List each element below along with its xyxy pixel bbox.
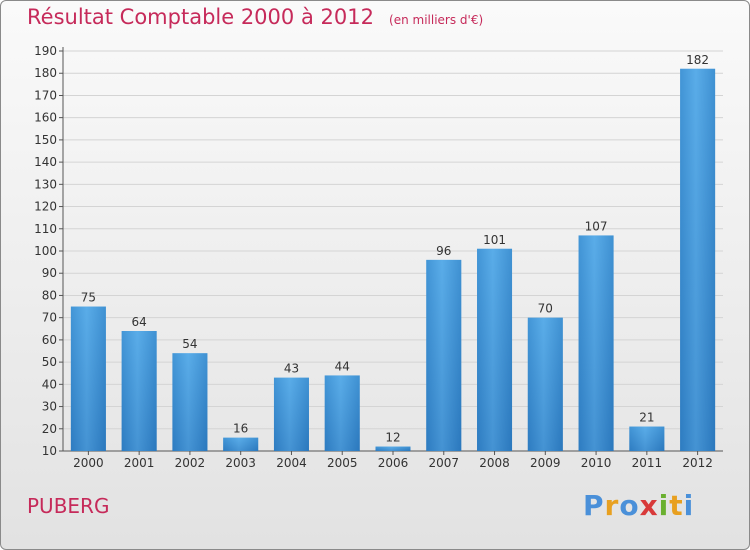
x-tick-label-2011: 2011 bbox=[632, 456, 663, 470]
x-tick-label-2003: 2003 bbox=[225, 456, 256, 470]
y-tick-label: 10 bbox=[42, 444, 57, 458]
value-label-2004: 43 bbox=[284, 362, 299, 376]
chart-title-main: Résultat Comptable 2000 à 2012 bbox=[27, 5, 374, 29]
value-label-2009: 70 bbox=[538, 302, 553, 316]
y-tick-label: 50 bbox=[42, 355, 57, 369]
x-tick-label-2009: 2009 bbox=[530, 456, 561, 470]
logo-letter: i bbox=[683, 489, 695, 522]
x-tick-label-2005: 2005 bbox=[327, 456, 358, 470]
bar-shade-2000 bbox=[70, 306, 106, 451]
bar-shade-2004 bbox=[273, 377, 309, 451]
y-tick-label: 180 bbox=[34, 66, 57, 80]
value-label-2010: 107 bbox=[585, 219, 608, 233]
value-label-2006: 12 bbox=[385, 431, 400, 445]
bar-shade-2002 bbox=[172, 353, 208, 451]
value-label-2012: 182 bbox=[686, 53, 709, 67]
y-tick-label: 120 bbox=[34, 200, 57, 214]
logo-letter: o bbox=[619, 489, 640, 522]
x-tick-label-2010: 2010 bbox=[581, 456, 612, 470]
grid-lines bbox=[63, 50, 723, 452]
y-tick-label: 20 bbox=[42, 422, 57, 436]
value-label-2008: 101 bbox=[483, 233, 506, 247]
x-tick-label-2006: 2006 bbox=[378, 456, 409, 470]
value-label-2005: 44 bbox=[335, 359, 350, 373]
logo-letter: t bbox=[669, 489, 684, 522]
chart-title: Résultat Comptable 2000 à 2012 (en milli… bbox=[27, 5, 483, 29]
value-label-2002: 54 bbox=[182, 337, 197, 351]
bar-shade-2007 bbox=[426, 259, 462, 451]
bar-shade-2001 bbox=[121, 331, 157, 451]
x-tick-label-2008: 2008 bbox=[479, 456, 510, 470]
bar-shade-2012 bbox=[680, 68, 716, 452]
y-tick-label: 40 bbox=[42, 377, 57, 391]
logo-letter: r bbox=[604, 489, 620, 522]
y-tick-label: 80 bbox=[42, 288, 57, 302]
logo-letter: i bbox=[658, 489, 670, 522]
labels: 10 20 30 40 50 60 70 80 90 100 110 120 130 140 150 160 1… bbox=[34, 44, 713, 470]
commune-name: PUBERG bbox=[27, 494, 110, 518]
value-label-2001: 64 bbox=[132, 315, 147, 329]
logo-letter: P bbox=[583, 489, 605, 522]
y-tick-label: 190 bbox=[34, 44, 57, 58]
y-tick-label: 60 bbox=[42, 333, 57, 347]
y-tick-label: 90 bbox=[42, 266, 57, 280]
value-label-2007: 96 bbox=[436, 244, 451, 258]
y-tick-label: 140 bbox=[34, 155, 57, 169]
bar-shade-2003 bbox=[223, 437, 259, 451]
bar-shade-2011 bbox=[629, 426, 665, 451]
y-tick-label: 130 bbox=[34, 177, 57, 191]
bar-shade-2008 bbox=[477, 248, 513, 451]
value-label-2003: 16 bbox=[233, 422, 248, 436]
chart-title-unit: (en milliers d'€) bbox=[389, 13, 484, 27]
x-tick-label-2012: 2012 bbox=[682, 456, 713, 470]
y-tick-label: 170 bbox=[34, 88, 57, 102]
x-tick-label-2007: 2007 bbox=[428, 456, 459, 470]
y-tick-label: 100 bbox=[34, 244, 57, 258]
proxiti-logo: Proxiti bbox=[583, 489, 694, 522]
x-tick-label-2001: 2001 bbox=[124, 456, 155, 470]
bar-shade-2005 bbox=[324, 375, 360, 451]
bars bbox=[70, 68, 716, 452]
bar-shade-2006 bbox=[375, 446, 411, 451]
x-tick-label-2002: 2002 bbox=[175, 456, 206, 470]
value-label-2011: 21 bbox=[639, 411, 654, 425]
bar-shade-2010 bbox=[578, 235, 614, 451]
y-tick-label: 70 bbox=[42, 311, 57, 325]
y-tick-label: 110 bbox=[34, 222, 57, 236]
y-tick-label: 160 bbox=[34, 111, 57, 125]
logo-letter: x bbox=[639, 489, 659, 522]
bar-shade-2009 bbox=[527, 317, 563, 451]
y-tick-label: 150 bbox=[34, 133, 57, 147]
value-label-2000: 75 bbox=[81, 291, 96, 305]
y-tick-label: 30 bbox=[42, 400, 57, 414]
x-tick-label-2000: 2000 bbox=[73, 456, 104, 470]
x-tick-label-2004: 2004 bbox=[276, 456, 307, 470]
